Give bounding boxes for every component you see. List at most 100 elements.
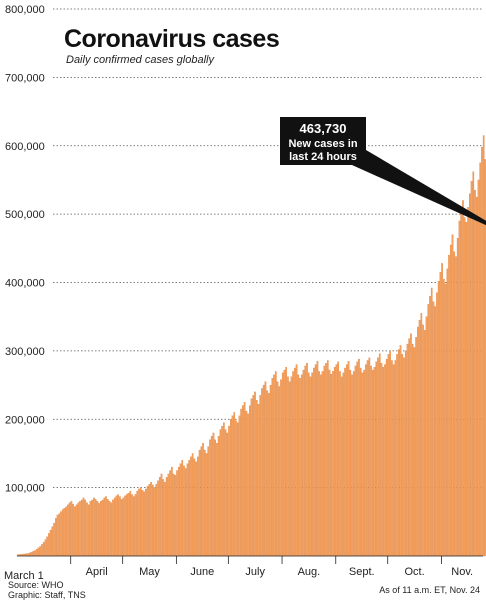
bar xyxy=(195,461,197,557)
chart-title: Coronavirus cases xyxy=(64,25,279,53)
bar xyxy=(212,432,215,557)
bar xyxy=(323,365,326,557)
bar xyxy=(172,473,175,557)
bar xyxy=(271,378,274,557)
callout-line2: last 24 hours xyxy=(289,151,357,163)
bar xyxy=(375,361,378,557)
bar xyxy=(344,367,346,557)
bar xyxy=(288,381,291,557)
bar xyxy=(418,319,421,557)
bar xyxy=(44,539,47,557)
bar xyxy=(300,374,303,557)
y-axis-tick-labels: 100,000 200,000 300,000 400,000 500,000 600,0… xyxy=(5,4,45,495)
bar xyxy=(453,251,456,557)
bar xyxy=(274,371,277,557)
bar xyxy=(115,495,118,557)
bar xyxy=(269,384,272,557)
bar xyxy=(437,281,440,557)
bar xyxy=(134,494,137,557)
bar xyxy=(316,361,319,557)
y-tick-label: 200,000 xyxy=(5,414,45,426)
bar xyxy=(363,369,365,557)
bar xyxy=(96,501,99,557)
bar xyxy=(160,473,163,557)
chart-subtitle: Daily confirmed cases globally xyxy=(66,54,215,66)
bar xyxy=(411,343,414,557)
bar xyxy=(177,466,180,557)
bar xyxy=(451,234,454,557)
bar xyxy=(151,484,154,557)
bar xyxy=(356,361,359,557)
bar xyxy=(257,404,260,557)
bar xyxy=(155,484,158,557)
bar xyxy=(290,376,293,557)
bar xyxy=(397,349,400,557)
bar xyxy=(74,506,76,557)
bar xyxy=(203,449,206,557)
x-tick-label: Nov. xyxy=(451,566,473,578)
bar xyxy=(223,422,225,557)
bar xyxy=(264,381,267,557)
bar xyxy=(93,497,95,557)
x-tick-label: July xyxy=(245,566,265,578)
bar xyxy=(307,372,310,557)
y-tick-label: 400,000 xyxy=(5,278,45,290)
bar xyxy=(79,501,81,557)
bar xyxy=(294,367,296,557)
y-tick-label: 600,000 xyxy=(5,141,45,153)
bar xyxy=(113,497,116,557)
bar xyxy=(462,200,464,557)
bar xyxy=(119,496,121,557)
callout-line1: New cases in xyxy=(288,138,357,150)
callout-value: 463,730 xyxy=(300,121,347,136)
bar xyxy=(122,497,125,557)
bar xyxy=(309,376,312,557)
bar xyxy=(422,324,424,557)
bar xyxy=(268,393,270,557)
bar xyxy=(370,365,372,557)
bar xyxy=(216,443,218,557)
bar xyxy=(190,456,192,557)
bar xyxy=(65,506,68,557)
bar xyxy=(276,381,279,557)
bar xyxy=(138,488,140,557)
bar xyxy=(250,398,253,557)
bar xyxy=(358,358,360,557)
x-tick-label: Aug. xyxy=(298,566,321,578)
bar xyxy=(60,511,62,557)
bar xyxy=(63,508,66,557)
bar xyxy=(273,374,275,557)
bar xyxy=(330,373,333,557)
bar xyxy=(403,357,405,557)
bar xyxy=(240,408,242,557)
bar xyxy=(389,350,391,557)
bar xyxy=(413,347,416,557)
bar xyxy=(224,429,227,557)
bar xyxy=(299,378,301,557)
footer-source: Source: WHO xyxy=(8,580,64,590)
bar xyxy=(238,415,241,557)
bar xyxy=(337,361,339,557)
bar xyxy=(165,477,168,557)
bar xyxy=(229,419,232,557)
bar xyxy=(86,502,88,557)
bar xyxy=(101,499,104,557)
bar xyxy=(193,458,196,557)
bar xyxy=(29,552,31,557)
bar xyxy=(32,551,35,557)
bar xyxy=(401,354,404,557)
bar xyxy=(423,330,426,557)
bar xyxy=(320,374,322,557)
bar xyxy=(75,504,78,557)
bar xyxy=(80,499,83,557)
bar xyxy=(354,365,357,557)
bar xyxy=(368,357,371,557)
bar xyxy=(61,509,64,557)
bar xyxy=(283,369,286,557)
bar xyxy=(103,497,106,557)
bar xyxy=(314,364,317,557)
bar xyxy=(158,477,161,557)
bar xyxy=(410,333,412,557)
bar xyxy=(351,374,353,557)
bar xyxy=(467,207,469,557)
